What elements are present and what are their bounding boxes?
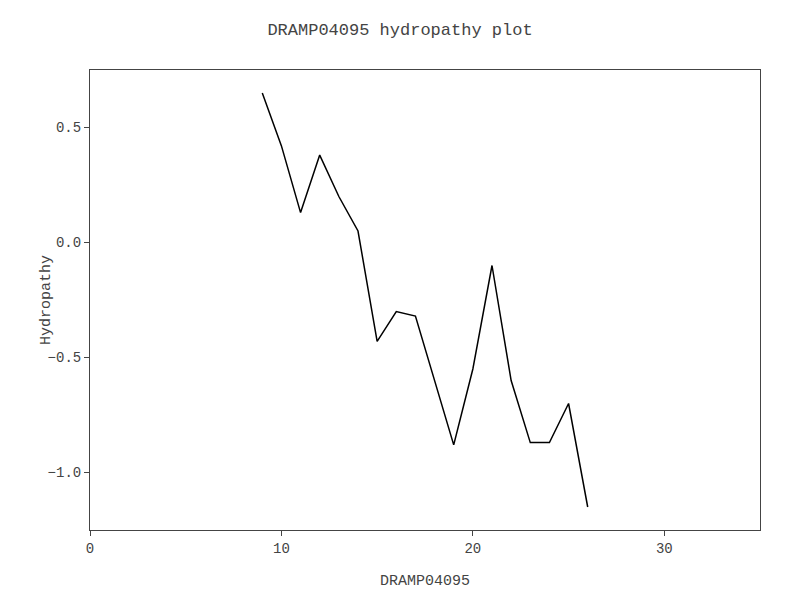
svg-text:0.0: 0.0 xyxy=(56,235,81,251)
svg-text:−1.0: −1.0 xyxy=(48,465,82,481)
svg-text:DRAMP04095: DRAMP04095 xyxy=(380,573,470,590)
svg-text:−0.5: −0.5 xyxy=(48,350,82,366)
svg-text:DRAMP04095 hydropathy plot: DRAMP04095 hydropathy plot xyxy=(267,21,532,40)
svg-text:30: 30 xyxy=(656,541,673,557)
svg-text:0: 0 xyxy=(86,541,94,557)
svg-text:20: 20 xyxy=(464,541,481,557)
svg-text:0.5: 0.5 xyxy=(56,120,81,136)
svg-text:10: 10 xyxy=(273,541,290,557)
svg-text:Hydropathy: Hydropathy xyxy=(38,255,55,345)
